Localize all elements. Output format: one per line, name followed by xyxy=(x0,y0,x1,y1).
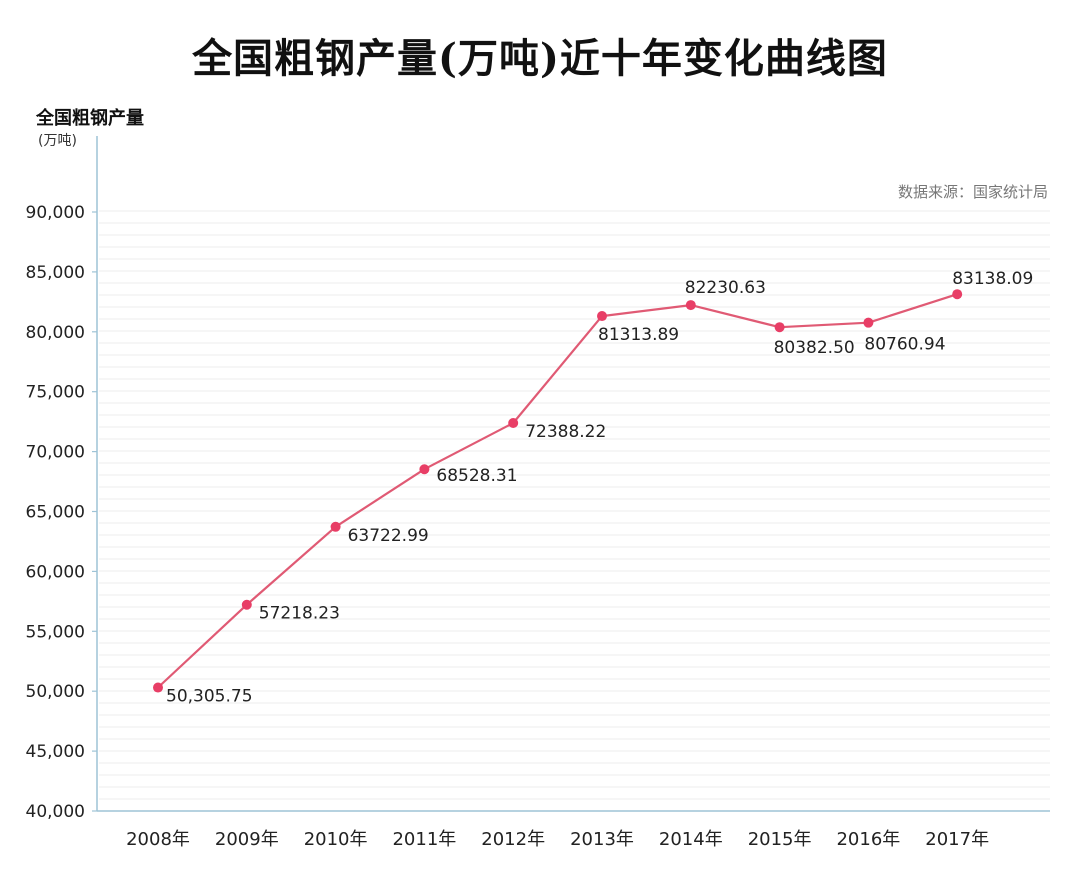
data-label: 83138.09 xyxy=(952,269,1033,289)
data-label: 57218.23 xyxy=(259,604,340,624)
x-tick-label: 2013年 xyxy=(570,829,634,850)
data-label: 68528.31 xyxy=(436,466,517,486)
data-point xyxy=(952,289,963,300)
y-axis-unit: (万吨) xyxy=(38,133,77,149)
data-point xyxy=(419,464,430,475)
x-tick-label: 2009年 xyxy=(215,829,279,850)
x-tick-label: 2011年 xyxy=(392,829,456,850)
data-label: 72388.22 xyxy=(525,422,606,442)
x-tick-label: 2010年 xyxy=(304,829,368,850)
y-tick-label: 45,000 xyxy=(26,742,85,762)
y-tick-label: 85,000 xyxy=(26,263,85,283)
data-point xyxy=(330,521,341,532)
data-label: 63722.99 xyxy=(348,526,429,546)
data-point xyxy=(774,322,785,333)
data-label: 80760.94 xyxy=(864,335,945,355)
x-tick-label: 2012年 xyxy=(481,829,545,850)
data-point xyxy=(508,417,519,428)
y-tick-label: 90,000 xyxy=(26,203,85,223)
y-axis-label: 全国粗钢产量 xyxy=(36,108,144,129)
data-point xyxy=(241,599,252,610)
x-tick-label: 2017年 xyxy=(925,829,989,850)
data-label: 81313.89 xyxy=(598,325,679,345)
x-tick-label: 2014年 xyxy=(659,829,723,850)
data-point xyxy=(685,300,696,311)
source-note: 数据来源：国家统计局 xyxy=(897,183,1048,201)
y-tick-label: 55,000 xyxy=(26,622,85,642)
data-label: 80382.50 xyxy=(774,338,855,358)
y-tick-label: 40,000 xyxy=(26,802,85,822)
y-tick-label: 70,000 xyxy=(26,443,85,463)
data-point xyxy=(863,317,874,328)
data-label: 82230.63 xyxy=(685,278,766,298)
y-tick-label: 65,000 xyxy=(26,503,85,523)
y-tick-label: 75,000 xyxy=(26,383,85,403)
data-point xyxy=(153,682,163,693)
x-tick-label: 2008年 xyxy=(126,829,190,850)
y-tick-label: 80,000 xyxy=(26,323,85,343)
x-tick-label: 2016年 xyxy=(836,829,900,850)
data-point xyxy=(597,311,607,322)
chart-title: 全国粗钢产量(万吨)近十年变化曲线图 xyxy=(192,35,888,82)
series-line xyxy=(157,293,958,689)
y-tick-label: 50,000 xyxy=(26,682,85,702)
data-label: 50,305.75 xyxy=(166,687,253,707)
y-tick-label: 60,000 xyxy=(26,562,85,582)
x-tick-label: 2015年 xyxy=(748,829,812,850)
